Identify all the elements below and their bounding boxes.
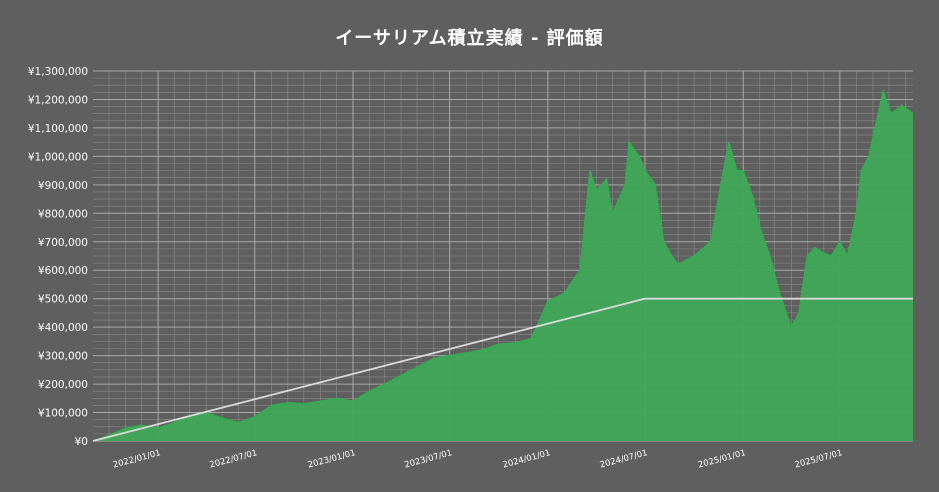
area-series bbox=[92, 88, 914, 442]
x-tick-label: 2022/07/01 bbox=[209, 448, 259, 470]
y-tick-label: ¥800,000 bbox=[38, 208, 88, 220]
chart-title: イーサリアム積立実績 - 評価額 bbox=[335, 28, 604, 49]
valuation-area bbox=[93, 90, 913, 442]
y-tick-label: ¥100,000 bbox=[38, 408, 88, 420]
x-axis: 2022/01/01 2022/07/01 2023/01/01 2023/07/01… bbox=[112, 448, 844, 470]
cost-line-series bbox=[92, 297, 913, 442]
y-tick-label: ¥900,000 bbox=[38, 180, 88, 192]
x-tick-label: 2023/01/01 bbox=[307, 448, 357, 470]
y-tick-label: ¥1,200,000 bbox=[28, 94, 88, 106]
x-tick-label: 2025/01/01 bbox=[697, 448, 747, 470]
y-tick-label: ¥300,000 bbox=[38, 351, 88, 363]
y-tick-label: ¥1,000,000 bbox=[28, 151, 88, 163]
y-tick-label: ¥700,000 bbox=[38, 237, 88, 249]
x-tick-label: 2024/07/01 bbox=[599, 448, 649, 470]
x-tick-label: 2023/07/01 bbox=[403, 448, 453, 470]
y-axis: ¥0 ¥100,000 ¥200,000 ¥300,000 ¥400,000 ¥500,0… bbox=[28, 66, 88, 448]
y-tick-label: ¥600,000 bbox=[38, 265, 88, 277]
y-tick-label: ¥200,000 bbox=[38, 379, 88, 391]
x-tick-label: 2022/01/01 bbox=[112, 448, 162, 470]
y-tick-label: ¥1,100,000 bbox=[28, 123, 88, 135]
y-tick-label: ¥1,300,000 bbox=[28, 66, 88, 78]
x-tick-label: 2024/01/01 bbox=[502, 448, 552, 470]
x-tick-label: 2025/07/01 bbox=[794, 448, 844, 470]
cost-line bbox=[92, 297, 913, 442]
y-tick-label: ¥400,000 bbox=[38, 322, 88, 334]
y-tick-label: ¥0 bbox=[75, 436, 88, 448]
valuation-line bbox=[92, 88, 914, 442]
y-tick-label: ¥500,000 bbox=[38, 294, 88, 306]
